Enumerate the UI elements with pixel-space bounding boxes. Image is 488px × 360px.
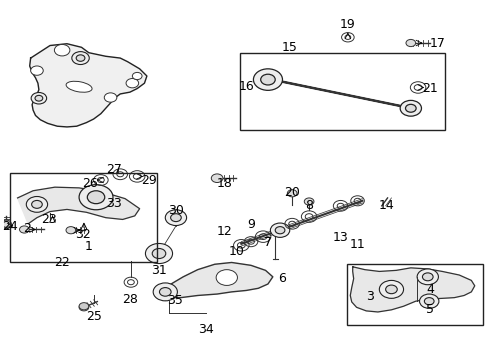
Text: 29: 29 — [141, 174, 157, 186]
Text: 32: 32 — [75, 228, 90, 241]
Text: 17: 17 — [428, 37, 445, 50]
Text: 25: 25 — [85, 310, 102, 323]
Circle shape — [422, 273, 432, 281]
Text: 14: 14 — [378, 199, 394, 212]
Circle shape — [304, 198, 313, 205]
Circle shape — [1, 220, 11, 227]
Text: 28: 28 — [122, 293, 138, 306]
Circle shape — [126, 78, 139, 88]
Circle shape — [275, 226, 285, 234]
Circle shape — [31, 93, 46, 104]
Text: 6: 6 — [278, 272, 286, 285]
Text: 16: 16 — [238, 80, 254, 93]
Text: 26: 26 — [82, 177, 98, 190]
Circle shape — [87, 191, 104, 204]
Text: 7: 7 — [264, 236, 271, 249]
Circle shape — [145, 243, 172, 264]
Text: 4: 4 — [426, 283, 433, 296]
Circle shape — [153, 283, 177, 301]
Circle shape — [26, 197, 47, 212]
Text: 20: 20 — [284, 186, 300, 199]
Circle shape — [79, 185, 113, 210]
Polygon shape — [30, 44, 146, 127]
Circle shape — [54, 44, 70, 56]
Circle shape — [424, 298, 433, 305]
Bar — [10, 173, 156, 262]
Text: 8: 8 — [305, 199, 312, 212]
Circle shape — [79, 303, 89, 310]
Text: 13: 13 — [332, 231, 348, 244]
Text: 1: 1 — [84, 240, 93, 253]
Text: 19: 19 — [339, 18, 355, 31]
Circle shape — [170, 214, 181, 222]
Text: 22: 22 — [54, 256, 70, 269]
Bar — [346, 264, 483, 325]
Circle shape — [419, 294, 438, 309]
Text: 12: 12 — [216, 225, 232, 238]
Text: 30: 30 — [168, 204, 183, 217]
Circle shape — [72, 51, 89, 64]
Polygon shape — [18, 187, 140, 224]
Text: 33: 33 — [106, 197, 122, 210]
Circle shape — [379, 280, 403, 298]
Text: 3: 3 — [365, 290, 373, 303]
Circle shape — [270, 223, 289, 237]
Circle shape — [405, 104, 415, 112]
Circle shape — [399, 100, 421, 116]
Circle shape — [31, 66, 43, 75]
Text: 21: 21 — [422, 82, 437, 95]
Circle shape — [260, 74, 275, 85]
Circle shape — [79, 304, 89, 311]
Text: 34: 34 — [198, 323, 214, 336]
Circle shape — [32, 201, 42, 208]
Bar — [240, 53, 444, 130]
Circle shape — [405, 40, 415, 46]
Text: 9: 9 — [246, 218, 254, 231]
Circle shape — [216, 270, 237, 285]
Text: 11: 11 — [349, 238, 365, 251]
Ellipse shape — [66, 81, 92, 92]
Circle shape — [159, 288, 171, 296]
Circle shape — [35, 95, 42, 101]
Circle shape — [66, 226, 76, 234]
Text: 24: 24 — [2, 220, 18, 233]
Text: 10: 10 — [228, 245, 244, 258]
Text: 31: 31 — [151, 264, 166, 277]
Circle shape — [165, 210, 186, 226]
Text: 5: 5 — [426, 303, 433, 316]
Text: 35: 35 — [167, 294, 183, 307]
Circle shape — [416, 269, 438, 285]
Circle shape — [104, 93, 117, 102]
Circle shape — [152, 248, 165, 258]
Circle shape — [1, 221, 11, 228]
Circle shape — [132, 72, 142, 80]
Circle shape — [253, 69, 282, 90]
Circle shape — [20, 226, 29, 233]
Text: 23: 23 — [41, 213, 57, 226]
Circle shape — [76, 55, 85, 61]
Circle shape — [385, 285, 396, 294]
Text: 18: 18 — [216, 177, 232, 190]
Polygon shape — [159, 262, 272, 298]
Circle shape — [212, 175, 222, 182]
Circle shape — [287, 190, 296, 197]
Polygon shape — [349, 267, 474, 312]
Text: 27: 27 — [106, 163, 122, 176]
Text: 15: 15 — [281, 41, 297, 54]
Circle shape — [211, 174, 223, 183]
Text: 2: 2 — [23, 222, 31, 235]
